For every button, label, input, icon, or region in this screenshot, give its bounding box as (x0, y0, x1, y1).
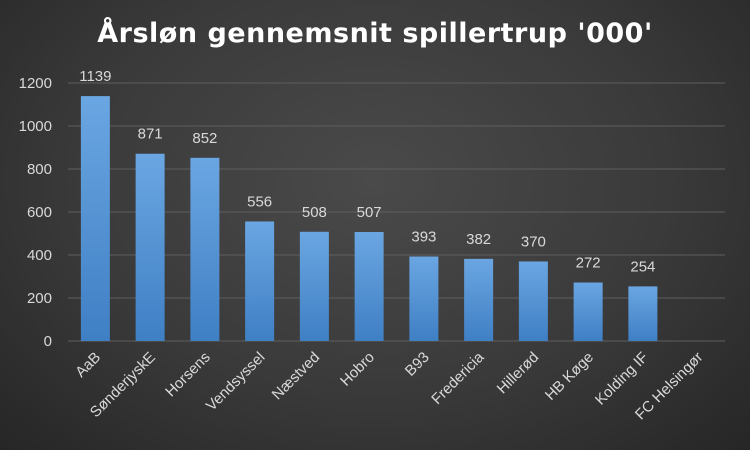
data-label: 871 (138, 126, 163, 143)
chart-title: Årsløn gennemsnit spillertrup '000' (97, 18, 653, 49)
category-label: B93 (402, 349, 433, 380)
data-label: 370 (521, 233, 546, 250)
data-label: 507 (357, 204, 382, 221)
data-label: 393 (411, 229, 436, 246)
y-tick-label: 200 (27, 290, 52, 307)
y-tick-label: 800 (27, 161, 52, 178)
category-label: Hillerød (494, 349, 543, 398)
bar (80, 96, 110, 342)
category-label: Fredericia (428, 348, 488, 408)
data-label: 508 (302, 204, 327, 221)
y-tick-label: 400 (27, 247, 52, 264)
y-tick-label: 1000 (19, 118, 52, 135)
category-label: AaB (72, 349, 104, 381)
bar (190, 157, 220, 341)
bar (464, 258, 494, 341)
data-label: 556 (247, 193, 272, 210)
y-axis: 0 200 400 600 800 1000 1200 (19, 75, 52, 350)
gridlines (68, 82, 725, 342)
y-tick-label: 600 (27, 204, 52, 221)
data-label: 382 (466, 231, 491, 248)
bar (573, 282, 603, 341)
data-label: 254 (630, 258, 655, 275)
data-label: 1139 (79, 68, 111, 85)
y-tick-label: 1200 (19, 75, 52, 92)
bar (518, 261, 548, 341)
category-label: Horsens (162, 349, 214, 401)
data-labels: 1139 871 852 556 508 507 393 382 370 272 254 (79, 68, 655, 275)
category-label: Næstved (269, 349, 323, 403)
bar (628, 286, 658, 341)
bar (409, 256, 439, 341)
bar (354, 231, 384, 341)
category-label: Vendsyssel (203, 349, 269, 415)
bar (299, 231, 329, 341)
bars (80, 96, 658, 342)
category-label: Hobro (337, 349, 378, 390)
bar (135, 153, 165, 341)
y-tick-label: 0 (44, 333, 52, 350)
category-label: HB Køge (542, 349, 597, 404)
data-label: 272 (576, 255, 601, 272)
bar (245, 221, 275, 341)
data-label: 852 (192, 130, 217, 147)
